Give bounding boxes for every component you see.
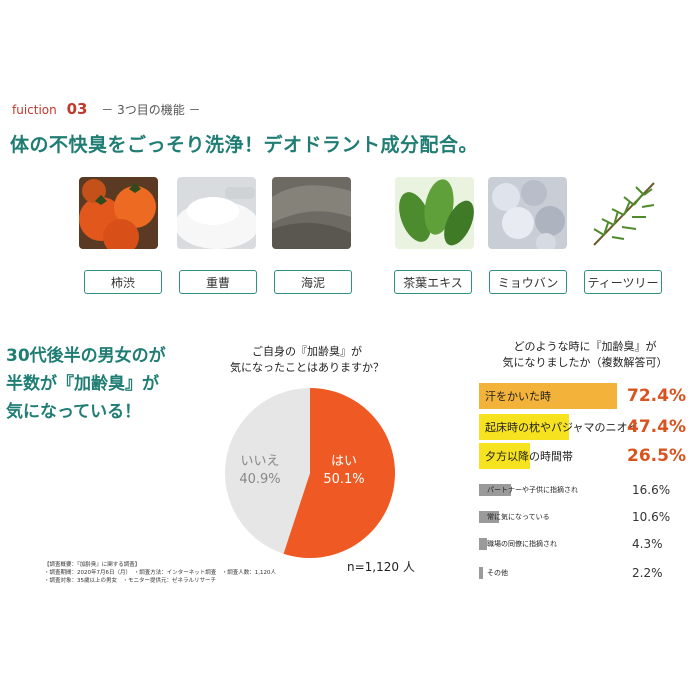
function-subtitle: － 3つ目の機能 －: [101, 103, 201, 117]
bar-category-label: 起床時の枕やパジャマのニオイ: [485, 421, 639, 434]
bar-question-line: どのような時に『加齢臭』が: [513, 340, 657, 353]
bar-value-label: 10.6%: [632, 510, 671, 524]
bar-row: パートナーや子供に指摘され 16.6%: [479, 477, 694, 503]
bar-category-label: 夕方以降の時間帯: [485, 450, 573, 463]
bar-category-label: 職場の同僚に指摘され: [487, 540, 557, 548]
pie-slice-no: [225, 388, 310, 554]
bar-value-label: 16.6%: [632, 483, 671, 497]
ingredient-label: ミョウバン: [489, 270, 567, 294]
pie-value-label: 40.9%: [239, 472, 281, 487]
bar-value-label: 2.2%: [632, 566, 663, 580]
pie-category-label: いいえ: [240, 454, 280, 469]
bar-category-label: 汗をかいた時: [485, 390, 551, 403]
pie-label-yes: はい 50.1%: [310, 453, 378, 489]
bar: [479, 511, 499, 523]
pie-question-line: 気になったことはありますか？: [230, 361, 384, 374]
bar-row: 起床時の枕やパジャマのニオイ 47.4%: [479, 414, 694, 440]
tea-tree-photo: [584, 177, 663, 249]
headline: 体の不快臭をごっそり洗浄！デオドラント成分配合。: [10, 134, 479, 156]
survey-note-line: ・調査対象：35歳以上の男女 ・モニター提供元：ゼネラルリサーチ: [44, 578, 217, 584]
pie-value-label: 50.1%: [323, 472, 365, 487]
alum-photo: [488, 177, 567, 249]
survey-note-line: ・調査期間：2020年7月6日（月） ・調査方法：インターネット調査 ・調査人数…: [44, 570, 276, 576]
ingredient-label: 重曹: [179, 270, 257, 294]
sample-size-label: n=1,120 人: [347, 560, 415, 574]
bar-category-label: パートナーや子供に指摘され: [487, 486, 578, 494]
ingredient-label: ティーツリー: [584, 270, 662, 294]
survey-note: 【調査概要：『加齢臭』に関する調査】 ・調査期間：2020年7月6日（月） ・調…: [44, 561, 276, 585]
bar-value-label: 72.4%: [627, 386, 686, 406]
pie-question: ご自身の『加齢臭』が 気になったことはありますか？: [222, 344, 392, 376]
bar-value-label: 47.4%: [627, 417, 686, 437]
ingredient-label: 海泥: [274, 270, 352, 294]
function-label: fuiction: [12, 103, 57, 117]
baking-soda-photo: [177, 177, 256, 249]
sea-mud-photo: [272, 177, 351, 249]
bar-question-line: 気になりましたか（複数解答可）: [502, 356, 668, 369]
bar: [479, 383, 617, 409]
pie-question-line: ご自身の『加齢臭』が: [252, 345, 362, 358]
bar-row: 夕方以降の時間帯 26.5%: [479, 443, 694, 469]
bar-row: 常に気になっている 10.6%: [479, 504, 694, 530]
survey-note-line: 【調査概要：『加齢臭』に関する調査】: [44, 562, 141, 568]
bar-category-label: その他: [487, 569, 508, 577]
bar-row: その他 2.2%: [479, 560, 694, 586]
bar: [479, 414, 569, 440]
survey-claim: 30代後半の男女のが 半数が『加齢臭』が 気になっている！: [6, 342, 166, 426]
bar: [479, 484, 511, 496]
claim-line: 気になっている！: [6, 402, 142, 422]
pie-slice-yes: [283, 388, 395, 558]
claim-line: 半数が『加齢臭』が: [6, 374, 159, 394]
ingredient-label: 茶葉エキス: [394, 270, 472, 294]
ingredient-label: 柿渋: [84, 270, 162, 294]
bar-value-label: 26.5%: [627, 446, 686, 466]
bar-row: 職場の同僚に指摘され 4.3%: [479, 531, 694, 557]
bar: [479, 443, 530, 469]
persimmon-photo: [79, 177, 158, 249]
bar-value-label: 4.3%: [632, 537, 663, 551]
tea-leaf-photo: [395, 177, 474, 249]
bar: [479, 538, 487, 550]
bar: [479, 567, 483, 579]
pie-label-no: いいえ 40.9%: [226, 453, 294, 489]
bar-row: 汗をかいた時 72.4%: [479, 383, 694, 409]
section-header: fuiction 03 － 3つ目の機能 －: [12, 100, 201, 118]
pie-category-label: はい: [330, 454, 357, 469]
claim-line: 30代後半の男女のが: [6, 346, 166, 366]
function-number: 03: [66, 100, 88, 118]
bar-question: どのような時に『加齢臭』が 気になりましたか（複数解答可）: [480, 339, 690, 371]
pie-chart: [225, 388, 395, 558]
bar-category-label: 常に気になっている: [487, 513, 550, 521]
